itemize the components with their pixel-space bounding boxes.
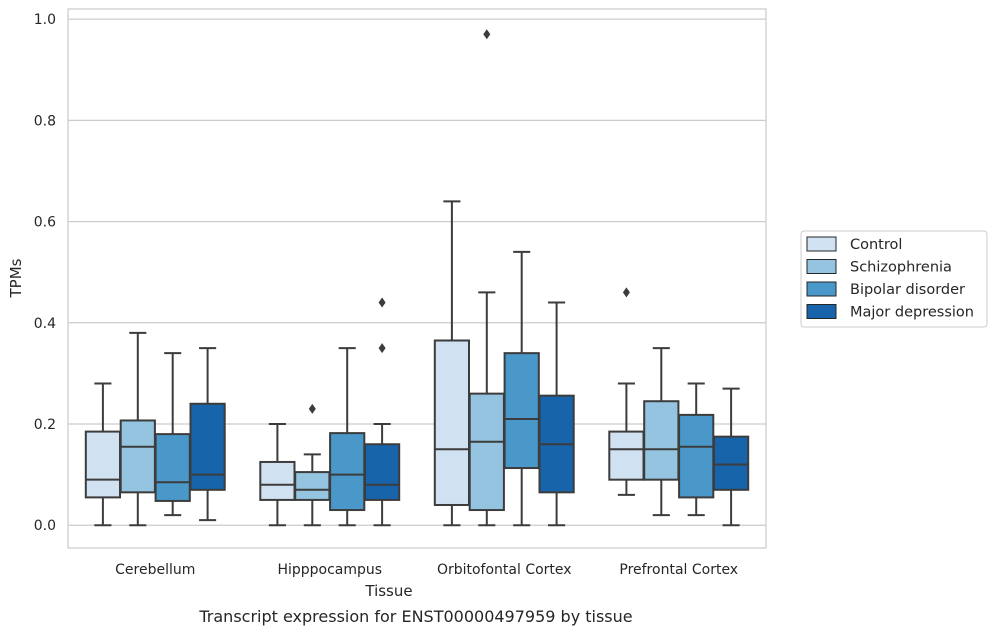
legend-label: Major depression [850,305,974,321]
box-3-0 [189,347,226,522]
chart-caption: Transcript expression for ENST0000049795… [198,607,632,626]
box-body [643,400,680,481]
box-body [433,339,471,506]
box-body [468,392,505,512]
outlier-point [378,297,386,308]
legend: Control Schizophrenia Bipolar disorder Majo… [800,230,988,328]
box-1-3 [643,347,680,517]
box-body [259,460,296,501]
outlier-point [308,403,316,414]
box-2-1 [329,347,366,527]
legend-label: Control [850,237,902,253]
legend-swatch [806,236,837,252]
x-tick-label: Cerebellum [115,562,195,578]
y-tick-label: 1.0 [34,12,56,28]
x-tick-label: Prefrontal Cortex [619,562,738,578]
box-3-2 [538,301,575,527]
outlier-point [483,29,491,40]
box-body [189,402,226,491]
box-1-0 [119,331,156,527]
legend-swatch [806,281,837,297]
y-tick-label: 0.2 [34,417,56,433]
boxes-layer [84,29,750,527]
box-0-1 [259,423,296,527]
plot-frame [67,8,767,549]
y-tick-label: 0.8 [34,113,56,129]
legend-label: Schizophrenia [850,260,952,276]
grid-layer [68,18,766,526]
box-0-2 [433,200,471,527]
outlier-point [378,343,386,354]
y-tick-label: 0.4 [34,316,56,332]
box-body [329,432,366,512]
box-3-1 [363,297,401,527]
box-2-2 [503,250,540,527]
box-body [119,419,156,494]
legend-swatch [806,259,837,274]
box-3-3 [712,387,750,527]
box-0-3 [608,287,645,496]
box-body [294,471,331,501]
box-2-3 [678,382,715,517]
box-body [84,430,122,499]
legend-swatch [806,304,837,319]
x-tick-label: Orbitofontal Cortex [437,562,572,578]
legend-label: Bipolar disorder [850,282,965,298]
box-body [503,352,540,470]
y-axis-title: TPMs [7,258,25,298]
outlier-point [622,287,630,298]
box-body [363,443,401,501]
box-body [154,433,191,502]
box-1-2 [468,29,505,527]
box-body [608,430,645,481]
legend-frame [800,230,988,328]
y-tick-label: 0.0 [34,518,56,534]
x-tick-label: Hipppocampus [277,562,382,578]
box-body [712,435,750,491]
y-tick-labels: 0.0 0.2 0.4 0.6 0.8 1.0 [34,12,56,534]
x-axis-title: Tissue [364,582,412,600]
x-tick-labels: Cerebellum Hipppocampus Orbitofontal Corte… [115,562,738,578]
box-body [678,413,715,499]
y-tick-label: 0.6 [34,215,56,231]
